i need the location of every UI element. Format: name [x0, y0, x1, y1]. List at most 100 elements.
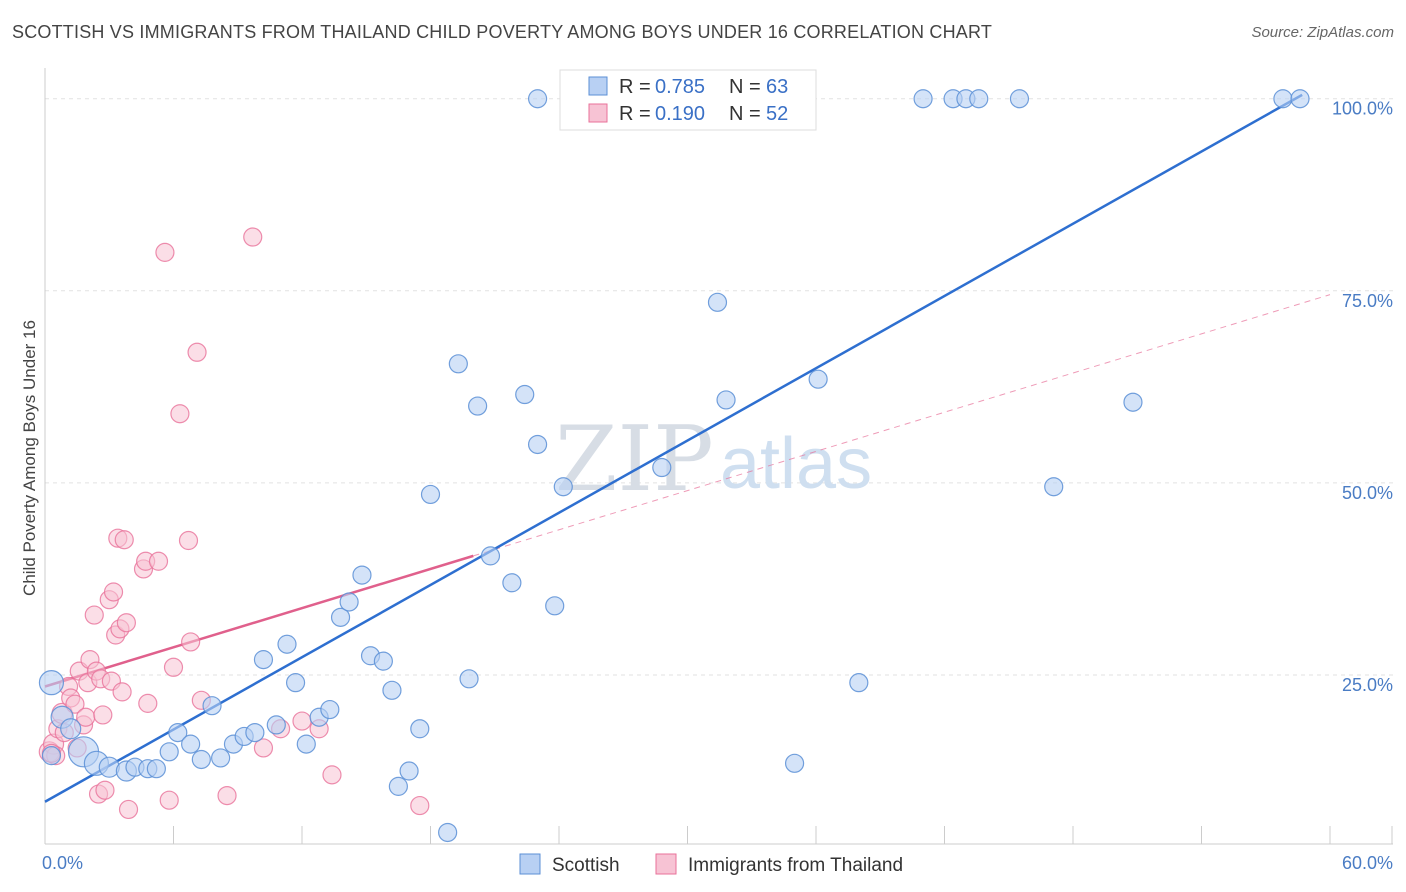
- scottish-point: [808, 369, 828, 389]
- scottish-point: [266, 715, 286, 735]
- bottom-legend-scottish: Scottish: [552, 855, 620, 876]
- thailand-point: [103, 582, 124, 602]
- scottish-point: [438, 822, 458, 843]
- correlation-legend: R = 0.785 N = 63 R = 0.190 N = 52: [559, 69, 817, 131]
- scottish-point: [913, 89, 933, 109]
- thailand-point: [410, 795, 430, 816]
- scottish-point: [388, 776, 408, 796]
- gridlines: [45, 98, 1393, 676]
- y-tick-label: 25.0%: [1342, 675, 1393, 695]
- legend-swatch-thailand: [588, 103, 608, 123]
- scottish-point: [849, 673, 869, 693]
- scottish-point: [515, 384, 535, 405]
- scottish-point: [159, 742, 179, 762]
- trend-lines: [44, 93, 1331, 803]
- scottish-point: [652, 457, 672, 478]
- scottish-point: [38, 670, 65, 696]
- scottish-point: [527, 89, 548, 109]
- legend-r-label-scottish: R =: [619, 76, 651, 98]
- scottish-point: [285, 673, 306, 693]
- scottish-point: [1009, 89, 1030, 109]
- thailand-point: [93, 705, 113, 725]
- scottish-point: [146, 759, 166, 779]
- scottish-point: [448, 354, 468, 374]
- watermark-zip: ZIP: [555, 407, 714, 512]
- thailand-point: [243, 227, 263, 247]
- thailand-point: [163, 657, 184, 677]
- chart-title: SCOTTISH VS IMMIGRANTS FROM THAILAND CHI…: [12, 22, 993, 42]
- scottish-point: [784, 753, 805, 773]
- x-tick-label-max: 60.0%: [1342, 853, 1393, 873]
- scottish-point: [98, 756, 120, 778]
- thailand-point: [116, 613, 136, 633]
- scottish-point: [459, 669, 479, 689]
- legend-n-thailand: 52: [766, 103, 788, 125]
- thailand-point: [118, 799, 139, 820]
- thailand-point: [178, 530, 199, 551]
- scottish-point: [527, 434, 548, 455]
- y-axis-label: Child Poverty Among Boys Under 16: [20, 320, 39, 596]
- y-tick-label: 75.0%: [1342, 291, 1393, 311]
- watermark: ZIP atlas: [555, 407, 872, 512]
- scottish-point: [468, 396, 488, 416]
- scottish-point: [545, 596, 565, 616]
- thailand-point: [65, 694, 85, 714]
- scottish-point: [1123, 392, 1143, 412]
- series-legend: Scottish Immigrants from Thailand: [519, 853, 903, 876]
- scottish-point: [202, 696, 222, 716]
- thailand-point: [114, 530, 134, 550]
- legend-n-label-thailand: N =: [729, 103, 761, 125]
- thailand-point: [181, 632, 201, 652]
- bottom-legend-thailand: Immigrants from Thailand: [688, 855, 903, 876]
- scottish-point: [60, 718, 82, 740]
- scottish-point: [969, 89, 989, 109]
- scottish-point: [502, 573, 522, 593]
- chart-source: Source: ZipAtlas.com: [1251, 24, 1394, 41]
- x-tick-label-min: 0.0%: [42, 853, 83, 873]
- thailand-point: [170, 404, 190, 424]
- scottish-point: [191, 749, 211, 770]
- scottish-point: [168, 722, 188, 743]
- scottish-point: [320, 699, 340, 720]
- scottish-point: [420, 484, 441, 505]
- thailand-trend-line: [44, 554, 474, 688]
- thailand-point: [148, 551, 169, 571]
- legend-n-label-scottish: N =: [729, 76, 761, 98]
- watermark-atlas: atlas: [720, 424, 872, 504]
- thailand-point: [187, 342, 207, 362]
- scottish-point: [553, 477, 573, 497]
- scottish-point: [181, 734, 201, 754]
- scottish-point: [277, 634, 297, 654]
- scottish-point: [296, 734, 316, 754]
- legend-swatch-scottish: [588, 76, 608, 96]
- legend-r-scottish: 0.785: [655, 76, 705, 98]
- scottish-point: [352, 565, 372, 585]
- bottom-legend-swatch-thailand: [655, 853, 677, 875]
- scottish-points: [38, 89, 1310, 843]
- thailand-point: [112, 682, 132, 702]
- scottish-point: [1044, 477, 1064, 497]
- thailand-point: [138, 693, 158, 713]
- thailand-point: [159, 790, 179, 810]
- legend-n-scottish: 63: [766, 76, 788, 98]
- scottish-point: [707, 292, 728, 312]
- scottish-point: [410, 719, 430, 739]
- y-tick-label: 50.0%: [1342, 483, 1393, 503]
- scottish-point: [399, 761, 419, 781]
- thailand-point: [217, 785, 237, 806]
- scottish-point: [253, 650, 274, 670]
- scottish-point: [339, 592, 359, 612]
- scottish-point: [373, 651, 393, 671]
- scottish-point: [1290, 89, 1310, 109]
- scottish-point: [211, 748, 231, 768]
- bottom-legend-swatch-scottish: [519, 853, 541, 875]
- thailand-point: [84, 605, 104, 625]
- scottish-trend-line: [44, 93, 1303, 803]
- thailand-point: [155, 242, 175, 262]
- scottish-point: [716, 390, 736, 410]
- scottish-point: [245, 722, 265, 743]
- y-tick-labels: 25.0% 50.0% 75.0% 100.0%: [1332, 99, 1393, 695]
- scottish-point: [330, 607, 351, 627]
- scottish-point: [382, 680, 402, 700]
